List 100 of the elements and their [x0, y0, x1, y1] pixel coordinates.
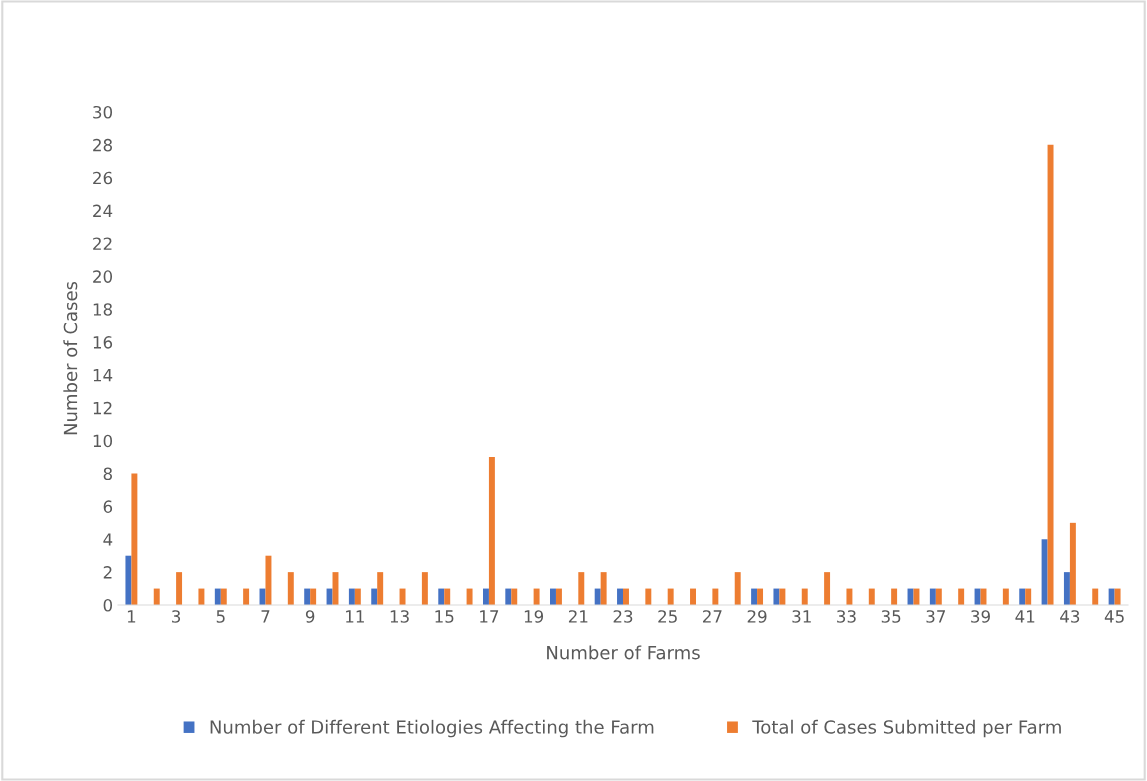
bar: [399, 588, 406, 605]
bar: [131, 473, 138, 605]
bar: [326, 588, 333, 605]
bar: [438, 588, 445, 605]
bar: [555, 588, 562, 605]
y-tick-label: 2: [103, 566, 112, 579]
x-tick-label: 33: [837, 610, 856, 623]
x-tick-label: 19: [524, 610, 544, 623]
bar: [734, 572, 741, 605]
bar: [1025, 588, 1032, 605]
x-tick-label: 35: [881, 610, 901, 623]
bar: [488, 457, 495, 605]
bar: [220, 588, 227, 605]
bar: [974, 588, 981, 605]
bar: [958, 588, 965, 605]
y-tick-label: 6: [103, 500, 113, 513]
bar: [824, 572, 831, 605]
legend-label: Total of Cases Submitted per Farm: [752, 719, 1061, 738]
y-tick-label: 4: [103, 533, 113, 546]
x-tick-label: 31: [792, 610, 811, 623]
bar: [354, 588, 361, 605]
bar: [757, 588, 764, 605]
bar: [667, 588, 674, 605]
y-tick-label: 0: [103, 598, 113, 612]
bar: [371, 588, 378, 605]
x-tick-label: 39: [971, 610, 990, 623]
bar: [348, 588, 355, 605]
x-tick-label: 15: [435, 610, 454, 623]
x-tick-label: 3: [172, 610, 181, 623]
bar: [153, 588, 160, 605]
bar: [304, 588, 311, 605]
bar: [712, 588, 719, 605]
bar: [1092, 588, 1099, 605]
x-tick-label: 45: [1104, 610, 1124, 623]
bar: [511, 588, 518, 605]
bar: [421, 572, 428, 605]
x-tick-label: 21: [568, 610, 588, 623]
bar: [1063, 572, 1070, 605]
bar: [1069, 522, 1076, 605]
y-tick-label: 26: [93, 171, 113, 185]
bar: [243, 588, 250, 605]
bar: [868, 588, 875, 605]
bar: [846, 588, 853, 605]
x-tick-label: 41: [1015, 610, 1035, 623]
bar: [214, 588, 221, 605]
x-tick-label: 29: [747, 610, 767, 623]
bar: [444, 588, 451, 605]
bar: [1019, 588, 1026, 605]
bar: [773, 588, 780, 605]
x-tick-label: 27: [703, 610, 722, 623]
bar: [176, 572, 183, 605]
bar: [779, 588, 786, 605]
y-tick-label: 10: [93, 434, 113, 448]
bar: [913, 588, 920, 605]
bar: [505, 588, 512, 605]
bar: [751, 588, 758, 605]
x-tick-label: 13: [390, 610, 409, 623]
x-tick-label: 23: [613, 610, 633, 623]
y-tick-label: 8: [103, 467, 112, 481]
bar: [935, 588, 942, 605]
x-tick-label: 11: [346, 610, 364, 623]
x-tick-label: 25: [658, 610, 677, 623]
bar: [600, 572, 607, 605]
bar: [623, 588, 629, 605]
y-tick-label: 24: [93, 204, 113, 217]
x-tick-label: 9: [305, 610, 315, 623]
bar: [1002, 588, 1009, 605]
bar: [645, 588, 652, 605]
bar: [578, 572, 585, 605]
bar: [287, 572, 294, 605]
bar: [801, 588, 808, 605]
y-tick-label: 22: [93, 237, 112, 250]
bar: [198, 588, 205, 605]
bar: [466, 588, 473, 605]
bar: [533, 588, 540, 605]
bar: [310, 588, 317, 605]
bar: [1114, 588, 1121, 605]
y-tick-label: 28: [93, 138, 112, 152]
y-tick-label: 12: [93, 401, 112, 415]
y-tick-label: 14: [93, 369, 113, 382]
bar: [1047, 144, 1054, 605]
y-tick-label: 20: [93, 270, 113, 283]
bar: [617, 588, 623, 605]
y-tick-label: 18: [93, 303, 112, 316]
bar: [1108, 588, 1115, 605]
bar: [125, 555, 132, 605]
bar: [265, 555, 272, 605]
bar: [1041, 539, 1048, 605]
x-tick-label: 17: [480, 610, 499, 623]
x-tick-label: 7: [261, 610, 270, 623]
bar: [891, 588, 898, 605]
bar: [594, 588, 601, 605]
y-axis-title: Number of Cases: [63, 281, 78, 435]
x-tick-label: 5: [216, 610, 225, 623]
bar: [929, 588, 936, 605]
legend-label: Number of Different Etiologies Affecting the Farm: [210, 719, 654, 738]
y-tick-label: 30: [93, 105, 113, 119]
x-tick-label: 1: [127, 610, 136, 623]
bar: [482, 588, 489, 605]
x-axis-title: Number of Farms: [547, 645, 700, 660]
